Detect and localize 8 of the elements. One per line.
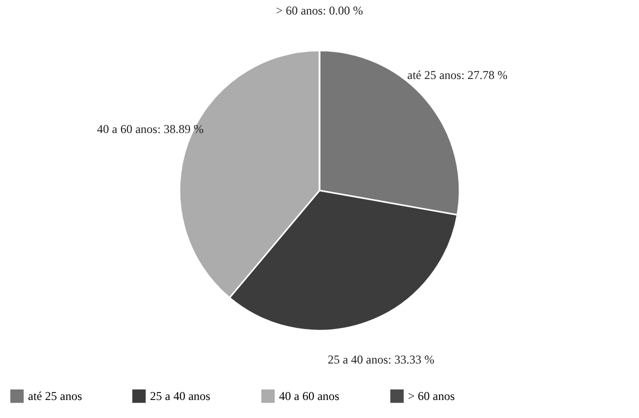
data-label: 40 a 60 anos: 38.89 % bbox=[97, 122, 204, 136]
legend-label: > 60 anos bbox=[408, 389, 456, 404]
data-label: 25 a 40 anos: 33.33 % bbox=[328, 352, 434, 367]
legend-label: 40 a 60 anos bbox=[279, 389, 340, 404]
data-label: até 25 anos: 27.78 % bbox=[407, 68, 508, 82]
text: > 60 anos: 0.00 % bbox=[276, 4, 364, 18]
legend-label: 25 a 40 anos bbox=[150, 389, 211, 404]
legend-label: até 25 anos bbox=[28, 389, 82, 404]
